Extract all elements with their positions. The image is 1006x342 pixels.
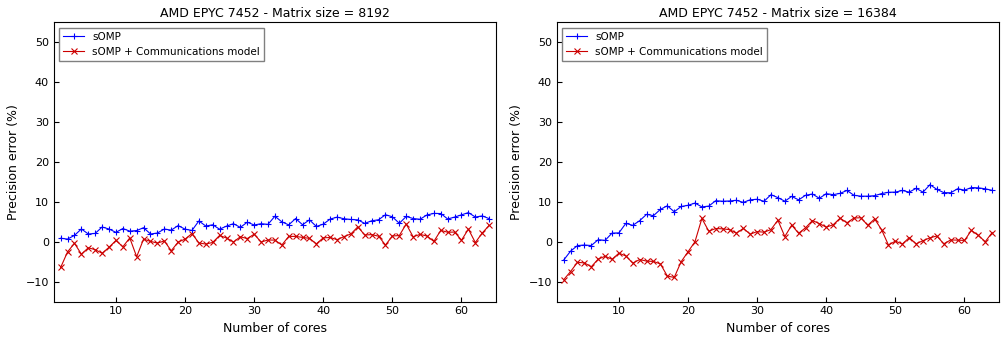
- sOMP: [772, 196, 784, 200]
- sOMP + Communications model: [352, 225, 364, 229]
- sOMP: [262, 222, 274, 226]
- sOMP: [924, 183, 936, 187]
- sOMP: [979, 187, 991, 191]
- sOMP + Communications model: [172, 240, 184, 244]
- Line: sOMP: sOMP: [58, 210, 492, 242]
- sOMP + Communications model: [986, 231, 998, 235]
- sOMP + Communications model: [483, 223, 495, 227]
- sOMP: [689, 201, 701, 205]
- sOMP: [986, 188, 998, 193]
- sOMP: [557, 258, 569, 262]
- X-axis label: Number of cores: Number of cores: [726, 322, 830, 335]
- sOMP: [61, 237, 73, 241]
- sOMP: [675, 205, 687, 209]
- Legend: sOMP, sOMP + Communications model: sOMP, sOMP + Communications model: [59, 28, 265, 61]
- sOMP + Communications model: [476, 231, 488, 235]
- sOMP + Communications model: [186, 232, 198, 236]
- sOMP: [463, 211, 475, 215]
- sOMP + Communications model: [400, 222, 412, 226]
- sOMP: [759, 199, 771, 203]
- Line: sOMP + Communications model: sOMP + Communications model: [58, 221, 492, 270]
- sOMP + Communications model: [557, 278, 569, 282]
- sOMP: [476, 214, 488, 218]
- sOMP + Communications model: [54, 265, 66, 269]
- sOMP + Communications model: [979, 240, 991, 244]
- sOMP + Communications model: [269, 238, 281, 242]
- sOMP + Communications model: [862, 223, 874, 227]
- Line: sOMP: sOMP: [561, 182, 995, 263]
- Legend: sOMP, sOMP + Communications model: sOMP, sOMP + Communications model: [562, 28, 768, 61]
- Y-axis label: Precision error (%): Precision error (%): [7, 104, 20, 220]
- sOMP: [54, 236, 66, 240]
- X-axis label: Number of cores: Number of cores: [223, 322, 327, 335]
- sOMP: [193, 219, 205, 223]
- sOMP: [276, 220, 288, 224]
- Title: AMD EPYC 7452 - Matrix size = 16384: AMD EPYC 7452 - Matrix size = 16384: [659, 7, 896, 20]
- Y-axis label: Precision error (%): Precision error (%): [510, 104, 523, 220]
- sOMP + Communications model: [759, 230, 771, 234]
- sOMP: [855, 194, 867, 198]
- sOMP: [359, 221, 371, 225]
- sOMP: [179, 227, 191, 231]
- sOMP + Communications model: [256, 240, 268, 244]
- sOMP + Communications model: [689, 240, 701, 244]
- sOMP + Communications model: [675, 260, 687, 264]
- Line: sOMP + Communications model: sOMP + Communications model: [561, 215, 995, 282]
- sOMP + Communications model: [772, 218, 784, 222]
- sOMP + Communications model: [855, 216, 867, 220]
- Title: AMD EPYC 7452 - Matrix size = 8192: AMD EPYC 7452 - Matrix size = 8192: [160, 7, 390, 20]
- sOMP: [483, 216, 495, 221]
